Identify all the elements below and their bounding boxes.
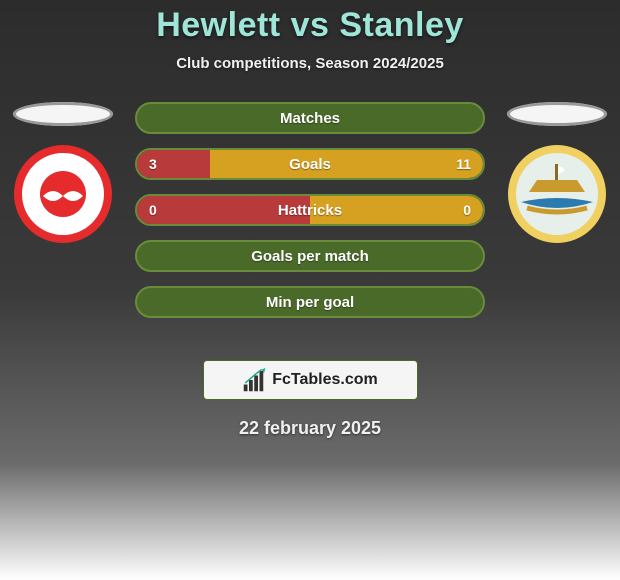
bar-matches: Matches xyxy=(135,102,485,134)
fctables-label: FcTables.com xyxy=(272,371,378,389)
club-badge-right xyxy=(507,144,607,244)
bar-min-per-goal: Min per goal xyxy=(135,286,485,318)
bar-goals-per-match: Goals per match xyxy=(135,240,485,272)
fctables-watermark[interactable]: FcTables.com xyxy=(203,360,418,400)
bar-label: Matches xyxy=(280,110,340,127)
club-badge-left: POOLE TOWN FOOTBALL CLUB xyxy=(13,144,113,244)
bar-right-value: 11 xyxy=(210,150,483,178)
fctables-icon xyxy=(242,368,268,392)
stat-bars: Matches 3 11 Goals 0 0 Hattricks Goals p… xyxy=(135,102,485,332)
bar-label: Hattricks xyxy=(278,202,342,219)
bar-hattricks: 0 0 Hattricks xyxy=(135,194,485,226)
player-slot-right xyxy=(507,102,607,126)
subtitle: Club competitions, Season 2024/2025 xyxy=(0,55,620,72)
date-label: 22 february 2025 xyxy=(0,418,620,439)
player-slot-left xyxy=(13,102,113,126)
club-right xyxy=(502,102,612,244)
bar-goals: 3 11 Goals xyxy=(135,148,485,180)
page-title: Hewlett vs Stanley xyxy=(0,6,620,45)
club-left: POOLE TOWN FOOTBALL CLUB xyxy=(8,102,118,244)
bar-label: Goals per match xyxy=(251,248,369,265)
bar-label: Min per goal xyxy=(266,294,354,311)
comparison-stage: POOLE TOWN FOOTBALL CLUB Matches xyxy=(0,102,620,362)
bar-label: Goals xyxy=(289,156,331,173)
bar-left-value: 3 xyxy=(137,150,210,178)
